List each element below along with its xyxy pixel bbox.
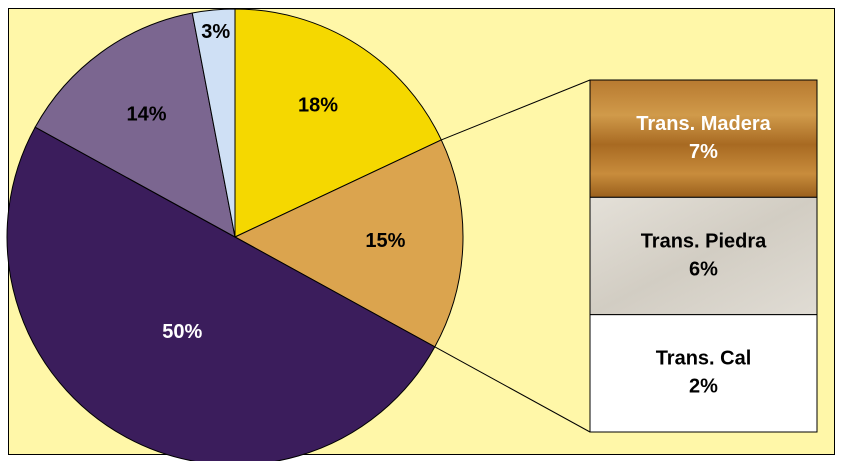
pie-slice (234, 8, 442, 238)
data-label: 50% (162, 321, 202, 343)
category-label: Trans. Madera (636, 113, 771, 135)
category-label: Trans. Piedra (641, 230, 767, 252)
connector-line (441, 79, 591, 141)
data-label: 15% (365, 230, 405, 252)
data-label: 2% (689, 376, 718, 398)
data-label: 18% (298, 94, 338, 116)
connector-line (434, 346, 591, 433)
data-label: 7% (689, 141, 718, 163)
breakdown-bar (589, 314, 818, 433)
pie-slice (34, 12, 236, 238)
breakdown-bar (589, 79, 818, 198)
data-label: 6% (689, 258, 718, 280)
data-label: 14% (127, 104, 167, 126)
category-label: Trans. Cal (656, 348, 752, 370)
data-label: 3% (201, 21, 230, 43)
pie-slice (191, 8, 236, 238)
pie-slice (6, 126, 436, 466)
breakdown-bar (589, 196, 818, 316)
pie-slice (233, 139, 464, 348)
